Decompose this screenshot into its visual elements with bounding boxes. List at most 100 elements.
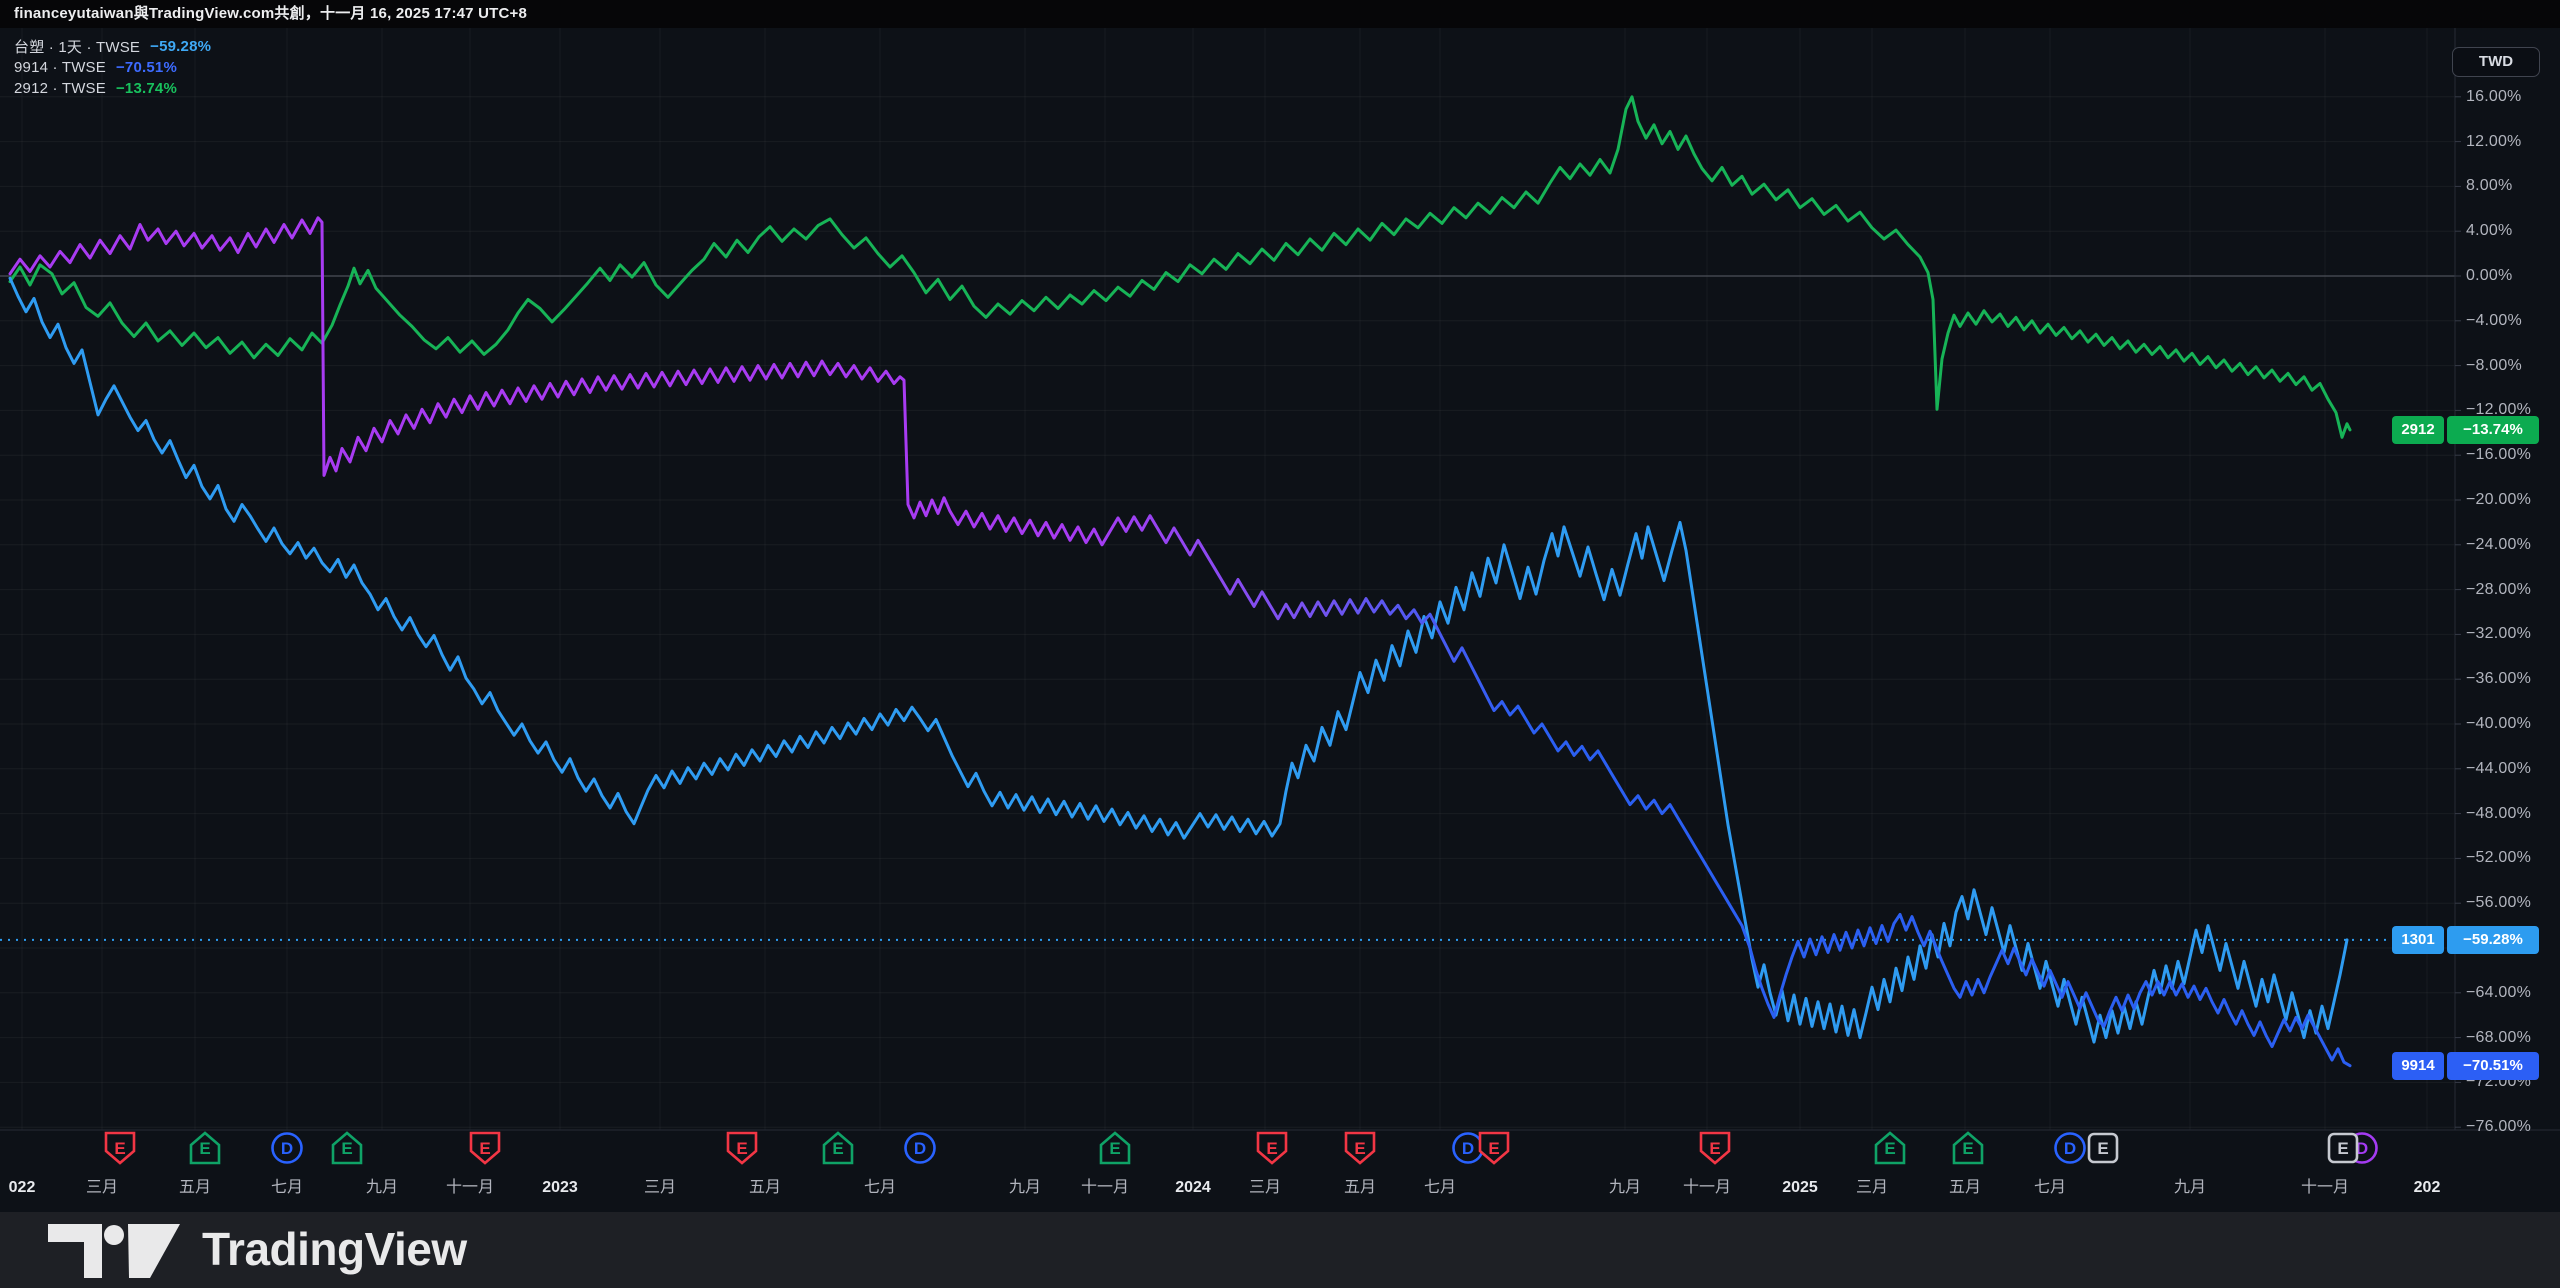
time-axis-month-label: 十一月 (445, 1179, 495, 1196)
currency-toggle-button[interactable]: TWD (2452, 47, 2540, 77)
svg-text:E: E (1266, 1139, 1277, 1158)
svg-text:E: E (736, 1139, 747, 1158)
price-tick-label: −52.00% (2466, 849, 2532, 867)
time-axis-month-label: 七月 (270, 1179, 304, 1196)
svg-text:E: E (199, 1139, 210, 1158)
series-line-9914[interactable] (8, 216, 2352, 1068)
earnings-marker-icon[interactable]: E (724, 1130, 760, 1166)
legend-change-9914: −70.51% (115, 59, 178, 76)
price-badge-2912: 2912 −13.74% (2392, 415, 2539, 444)
price-tick-label: −64.00% (2466, 983, 2532, 1001)
time-axis-month-label: 七月 (863, 1179, 897, 1196)
time-axis-month-label: 七月 (1423, 1179, 1457, 1196)
legend-change-2912: −13.74% (115, 80, 178, 97)
tradingview-logo-icon[interactable] (48, 1224, 180, 1278)
time-axis-month-label: 九月 (365, 1179, 399, 1196)
svg-text:E: E (832, 1139, 843, 1158)
time-axis-month-label: 九月 (1008, 1179, 1042, 1196)
price-tick-label: 0.00% (2466, 267, 2513, 284)
price-tick-label: 8.00% (2466, 177, 2513, 195)
earnings-marker-icon[interactable]: E (1697, 1130, 1733, 1166)
series-line-2912[interactable] (8, 95, 2352, 439)
price-tick-label: −20.00% (2466, 491, 2532, 508)
time-axis-month-label: 十一月 (1080, 1179, 1130, 1196)
dividend-marker-icon[interactable]: D (902, 1130, 938, 1166)
svg-text:E: E (1109, 1139, 1120, 1158)
svg-text:D: D (2064, 1139, 2076, 1158)
price-badge-symbol: 9914 (2392, 1051, 2444, 1080)
legend-symbol-9914: 9914 · TWSE (14, 59, 106, 76)
series-line-1301[interactable] (8, 276, 2349, 1044)
time-axis-month-label: 九月 (1608, 1179, 1642, 1196)
legend-symbol-2912: 2912 · TWSE (14, 80, 106, 97)
earnings-marker-icon[interactable]: E (1097, 1130, 1133, 1166)
earnings-marker-icon[interactable]: E (329, 1130, 365, 1166)
price-tick-label: −32.00% (2466, 625, 2532, 643)
svg-text:D: D (914, 1139, 926, 1158)
svg-text:D: D (2356, 1139, 2368, 1158)
earnings-marker-icon[interactable]: E (467, 1130, 503, 1166)
dividend-marker-icon[interactable]: D (2052, 1130, 2088, 1166)
svg-text:E: E (479, 1139, 490, 1158)
footer-bar: TradingView (0, 1212, 2560, 1288)
tradingview-logo-text[interactable]: TradingView (202, 1223, 467, 1275)
price-tick-label: −28.00% (2466, 580, 2532, 598)
price-tick-label: −24.00% (2466, 535, 2532, 553)
time-axis-month-label: 九月 (2173, 1179, 2207, 1196)
time-axis-month-label: 七月 (2033, 1179, 2067, 1196)
time-axis-year-label: 202 (2413, 1179, 2441, 1196)
time-axis-month-label: 十一月 (1682, 1179, 1732, 1196)
time-axis-month-label: 三月 (1248, 1179, 1282, 1196)
time-axis-year-label: 022 (8, 1179, 36, 1196)
time-axis-month-label: 五月 (748, 1179, 782, 1196)
price-tick-label: −36.00% (2466, 670, 2532, 688)
time-axis-year-label: 2024 (1175, 1179, 1211, 1196)
legend-row-2912[interactable]: 2912 · TWSE −13.74% (14, 78, 211, 99)
price-tick-label: −40.00% (2466, 715, 2532, 732)
legend-symbol-1301: 台塑 · 1天 · TWSE (14, 39, 141, 56)
time-axis-month-label: 三月 (85, 1179, 119, 1196)
attribution-text: financeyutaiwan與TradingView.com共創，十一月 16… (14, 5, 528, 22)
svg-text:E: E (2337, 1139, 2348, 1158)
time-axis-month-label: 五月 (178, 1179, 212, 1196)
earnings-marker-icon[interactable]: E (1476, 1130, 1512, 1166)
price-badge-symbol: 2912 (2392, 415, 2444, 444)
earnings-marker-icon[interactable]: E (1342, 1130, 1378, 1166)
earnings-marker-icon[interactable]: E (2085, 1130, 2121, 1166)
dividend-marker-icon[interactable]: D (269, 1130, 305, 1166)
price-tick-label: 12.00% (2466, 132, 2522, 150)
earnings-marker-icon[interactable]: E (187, 1130, 223, 1166)
price-badge-value: −13.74% (2447, 415, 2539, 444)
price-tick-label: −8.00% (2466, 356, 2522, 374)
legend-row-9914[interactable]: 9914 · TWSE −70.51% (14, 57, 211, 78)
legend-row-1301[interactable]: 台塑 · 1天 · TWSE −59.28% (14, 36, 211, 57)
earnings-marker-icon[interactable]: E (1872, 1130, 1908, 1166)
earnings-marker-icon[interactable]: E (1254, 1130, 1290, 1166)
earnings-marker-icon[interactable]: E (820, 1130, 856, 1166)
svg-text:E: E (114, 1139, 125, 1158)
earnings-marker-icon[interactable]: E (102, 1130, 138, 1166)
svg-text:E: E (2097, 1139, 2108, 1158)
price-badge-1301: 1301 −59.28% (2392, 925, 2539, 954)
price-badge-9914: 9914 −70.51% (2392, 1051, 2539, 1080)
price-tick-label: −48.00% (2466, 804, 2532, 822)
price-tick-label: 4.00% (2466, 222, 2513, 240)
svg-text:E: E (341, 1139, 352, 1158)
time-axis-year-label: 2023 (542, 1179, 578, 1196)
svg-text:D: D (281, 1139, 293, 1158)
time-axis-month-label: 五月 (1343, 1179, 1377, 1196)
earnings-marker-icon[interactable]: E (2325, 1130, 2361, 1166)
time-axis-month-label: 三月 (643, 1179, 677, 1196)
price-tick-label: −56.00% (2466, 894, 2532, 912)
earnings-marker-icon[interactable]: E (1950, 1130, 1986, 1166)
price-tick-label: −68.00% (2466, 1028, 2532, 1046)
svg-text:E: E (1354, 1139, 1365, 1158)
svg-text:E: E (1488, 1139, 1499, 1158)
price-tick-label: −12.00% (2466, 401, 2532, 419)
attribution-bar: financeyutaiwan與TradingView.com共創，十一月 16… (0, 0, 2560, 28)
chart-legend: 台塑 · 1天 · TWSE −59.28% 9914 · TWSE −70.5… (14, 36, 211, 99)
price-tick-label: −4.00% (2466, 311, 2522, 329)
svg-text:D: D (1462, 1139, 1474, 1158)
